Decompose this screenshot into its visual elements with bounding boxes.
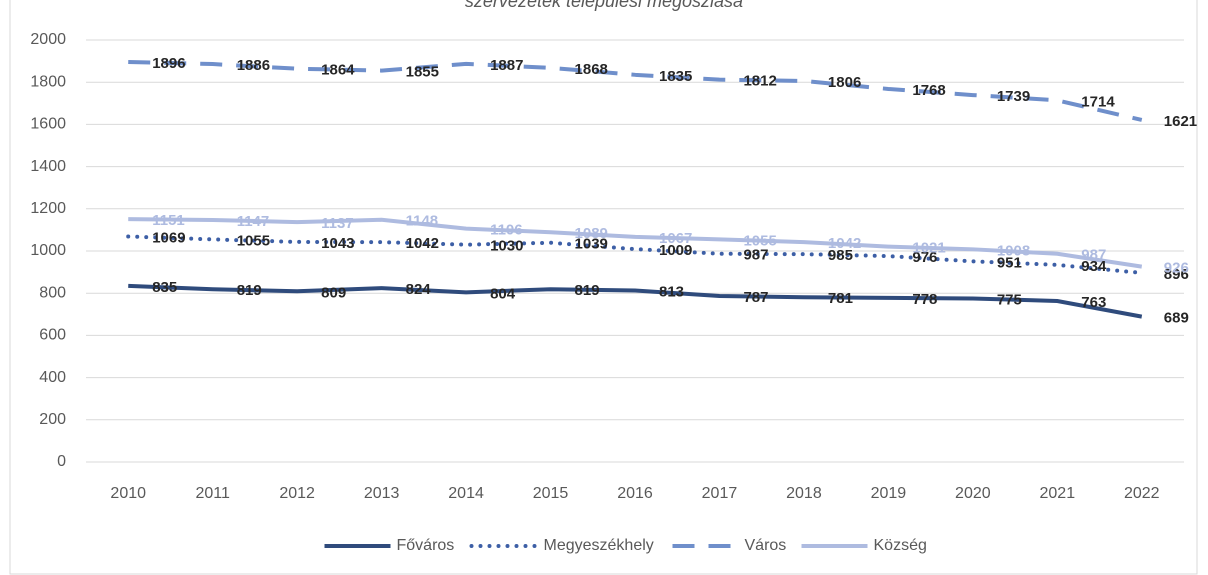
y-tick-label: 2000 [30,31,66,48]
y-tick-label: 200 [39,411,66,428]
x-tick-label: 2011 [195,485,230,502]
y-tick-label: 600 [39,327,66,344]
x-tick-label: 2017 [702,485,738,502]
data-label: 1021 [912,240,945,257]
data-label: 1030 [490,238,523,255]
x-tick-label: 2020 [955,485,991,502]
data-label: 1055 [237,232,270,249]
data-label: 1896 [152,55,185,72]
y-tick-label: 800 [39,284,66,301]
data-label: 1887 [490,57,523,74]
series-line [128,217,1143,269]
data-label: 1106 [490,222,523,239]
data-label: 1868 [575,61,608,78]
y-tick-label: 1800 [30,73,66,90]
data-label: 1039 [575,236,608,253]
data-label: 1043 [321,235,354,252]
data-label: 824 [406,281,432,298]
data-label: 775 [997,291,1022,308]
data-label: 987 [1081,247,1106,264]
data-label: 985 [828,247,853,264]
data-label: 813 [659,283,684,300]
data-label: 809 [321,284,346,301]
data-label: 1739 [997,88,1030,105]
data-label: 896 [1164,266,1189,283]
data-label: 1148 [406,213,439,230]
x-tick-label: 2016 [617,485,653,502]
y-tick-label: 1000 [30,242,66,259]
data-label: 1812 [743,73,776,90]
legend-label: Város [745,537,787,554]
chart-title: szervezetek települési megoszlása [465,0,743,11]
x-tick-label: 2019 [871,485,907,502]
data-label: 804 [490,285,516,302]
y-tick-label: 1400 [30,158,66,175]
y-tick-label: 1200 [30,200,66,217]
y-tick-label: 0 [57,453,66,470]
x-tick-label: 2013 [364,485,400,502]
y-tick-label: 1600 [30,116,66,133]
data-label: 1042 [828,235,861,252]
x-tick-label: 2021 [1040,485,1076,502]
data-label: 1147 [237,213,270,230]
data-label: 987 [743,247,768,264]
series-line [126,234,1144,275]
data-label: 819 [575,282,600,299]
x-tick-label: 2014 [448,485,484,502]
data-label: 1886 [237,57,270,74]
x-tick-label: 2015 [533,485,569,502]
data-label: 1835 [659,68,692,85]
data-label: 1806 [828,74,861,91]
data-label: 1055 [743,232,776,249]
legend-label: Község [874,537,927,554]
data-label: 1067 [659,230,692,247]
data-label: 1714 [1081,93,1115,110]
data-label: 1042 [406,235,439,252]
series-line [128,283,1143,319]
x-tick-label: 2012 [279,485,315,502]
x-tick-label: 2018 [786,485,822,502]
data-label: 1008 [997,242,1030,259]
data-label: 1009 [659,242,692,259]
data-label: 926 [1164,260,1189,277]
data-label: 951 [997,254,1022,271]
data-label: 1621 [1164,113,1197,130]
legend-label: Megyeszékhely [544,537,654,554]
data-label: 976 [912,249,937,266]
data-label: 689 [1164,310,1189,327]
x-tick-label: 2010 [110,485,146,502]
data-label: 787 [743,289,768,306]
x-tick-label: 2022 [1124,485,1160,502]
legend-label: Főváros [397,537,455,554]
series-line [128,59,1143,122]
data-label: 1864 [321,62,355,79]
data-label: 1069 [152,229,185,246]
data-label: 781 [828,290,853,307]
data-label: 835 [152,279,177,296]
data-label: 819 [237,282,262,299]
data-label: 934 [1081,258,1107,275]
data-label: 1855 [406,64,439,81]
y-tick-label: 400 [39,369,66,386]
data-label: 1768 [912,82,945,99]
data-label: 1151 [152,212,185,229]
data-label: 763 [1081,294,1106,311]
data-label: 1089 [575,225,608,242]
data-label: 778 [912,291,937,308]
data-label: 1137 [321,215,354,232]
